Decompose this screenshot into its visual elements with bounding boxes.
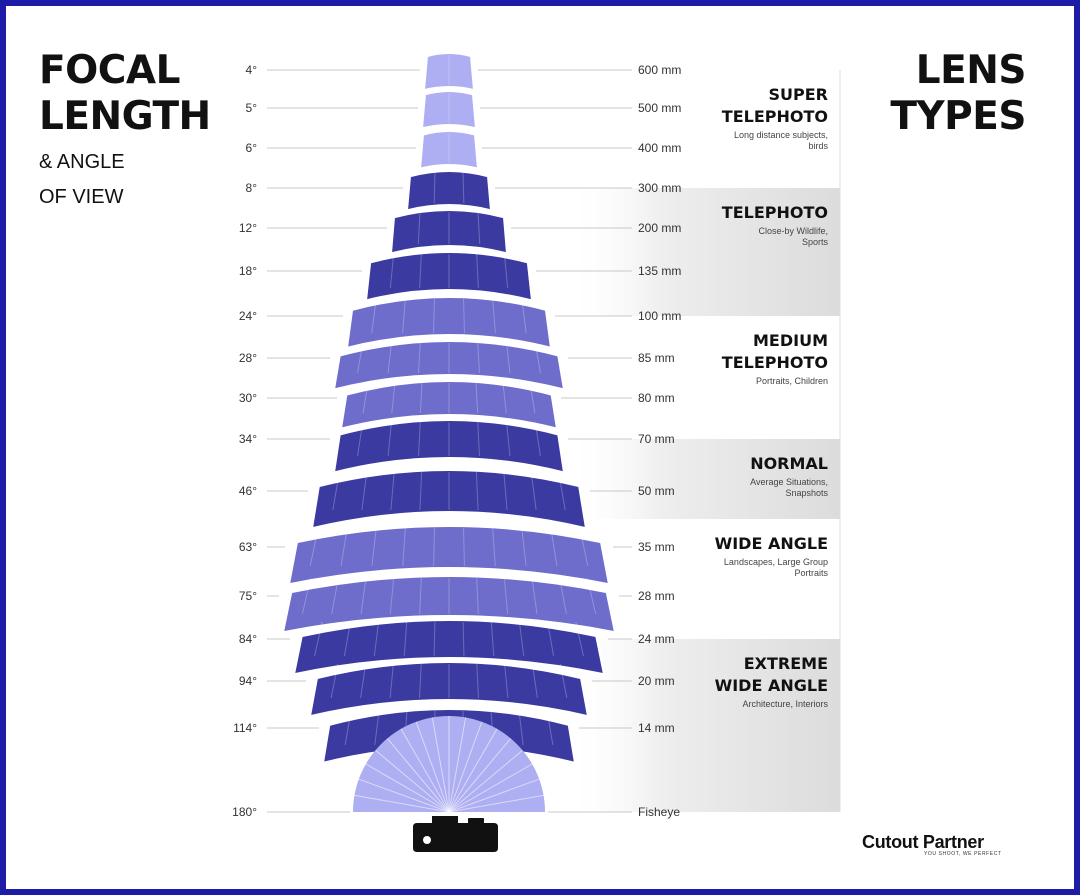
focal-length-label: 24 mm [638,632,675,646]
cutout-partner-logo: Cutout Partner YOU SHOOT, WE PERFECT [862,832,1002,857]
focal-length-label: 400 mm [638,141,681,155]
band-name: TELEPHOTO [722,203,828,222]
angle-label: 94° [239,674,257,688]
angle-label: 114° [233,721,257,735]
title-line-1: FOCAL [39,48,180,93]
logo-tagline: YOU SHOOT, WE PERFECT [924,851,1002,857]
subtitle-line-2: OF VIEW [39,186,124,208]
guide-lines [267,69,632,813]
band-name: SUPER [769,85,829,104]
subtitle-line-1: & ANGLE [39,151,125,173]
band-name: TELEPHOTO [722,353,828,372]
angle-label: 8° [246,181,258,195]
title-focal-length: FOCAL LENGTH & ANGLE OF VIEW [39,48,211,210]
band-description: Close-by Wildlife, [758,226,828,236]
fan-segment [405,170,493,212]
band-6: EXTREME WIDE ANGLE Architecture, Interiors [566,639,840,812]
angle-label: 5° [246,101,258,115]
focal-length-label: Fisheye [638,805,680,819]
band-4: NORMAL Average Situations,Snapshots [566,439,840,519]
angle-label: 6° [246,141,258,155]
band-name: NORMAL [750,454,828,473]
title-right-line-2: TYPES [890,94,1026,139]
focal-length-label: 85 mm [638,351,675,365]
band-background [566,188,840,316]
fan-segment [287,525,611,586]
angle-label: 46° [239,484,257,498]
focal-length-label: 80 mm [638,391,675,405]
fan-segment [420,90,478,130]
angle-label: 34° [239,432,257,446]
title-line-2: LENGTH [39,94,211,139]
fan-segment [422,52,476,92]
band-5: WIDE ANGLE Landscapes, Large GroupPortrai… [715,534,829,578]
band-description: Portraits [794,568,828,578]
fan-segment [389,209,509,255]
fan-segment [418,130,480,170]
angle-label: 12° [239,221,257,235]
focal-length-label: 50 mm [638,484,675,498]
focal-length-label: 20 mm [638,674,675,688]
band-description: Architecture, Interiors [742,699,828,709]
focal-length-label: 100 mm [638,309,681,323]
focal-length-diagram: SUPER TELEPHOTO Long distance subjects,bir… [232,52,841,852]
band-description: Landscapes, Large Group [724,557,828,567]
band-description: Sports [802,237,829,247]
fan-segment [364,251,534,302]
infographic-frame: FOCAL LENGTH & ANGLE OF VIEW LENS TYPES … [6,6,1074,889]
fan-segment [345,296,553,350]
angle-label: 63° [239,540,257,554]
focal-length-label: 300 mm [638,181,681,195]
focal-length-label: 14 mm [638,721,675,735]
angle-label: 4° [246,63,258,77]
band-description: Snapshots [785,488,828,498]
band-name: WIDE ANGLE [715,534,828,553]
band-1: SUPER TELEPHOTO Long distance subjects,bir… [722,85,829,151]
title-right-line-1: LENS [915,48,1027,93]
angle-label: 180° [232,805,257,819]
band-name: TELEPHOTO [722,107,828,126]
focal-length-label: 35 mm [638,540,675,554]
lens-type-bands: SUPER TELEPHOTO Long distance subjects,bir… [566,70,841,812]
angle-label: 28° [239,351,257,365]
band-name: EXTREME [744,654,828,673]
band-2: TELEPHOTO Close-by Wildlife,Sports [566,188,840,316]
logo-brand: Cutout Partner [862,832,984,852]
band-name: WIDE ANGLE [715,676,828,695]
fan-segment [281,575,617,634]
row-labels: 4° 600 mm 5° 500 mm 6° 400 mm 8° 300 mm 12° 200 m… [232,63,681,819]
fan-segment [310,469,588,530]
band-description: birds [808,141,828,151]
angle-label: 30° [239,391,257,405]
fan-segment [332,419,566,474]
title-lens-types: LENS TYPES [890,48,1026,140]
angle-label: 84° [239,632,257,646]
focal-length-label: 28 mm [638,589,675,603]
band-3: MEDIUM TELEPHOTO Portraits, Children [722,331,828,386]
angle-fan [281,52,617,813]
band-description: Long distance subjects, [734,130,828,140]
focal-length-label: 200 mm [638,221,681,235]
focal-length-label: 70 mm [638,432,675,446]
fan-segment [292,619,606,676]
fan-segment [308,661,590,718]
fan-segment [332,340,566,391]
camera-icon [413,816,498,852]
focal-length-label: 135 mm [638,264,681,278]
fan-segment [339,380,559,430]
angle-label: 18° [239,264,257,278]
focal-length-label: 600 mm [638,63,681,77]
band-description: Portraits, Children [756,376,828,386]
band-background [566,639,840,812]
band-background [566,439,840,519]
angle-label: 24° [239,309,257,323]
fan-segment [353,716,545,813]
band-description: Average Situations, [750,477,828,487]
focal-length-label: 500 mm [638,101,681,115]
band-name: MEDIUM [753,331,828,350]
angle-label: 75° [239,589,257,603]
